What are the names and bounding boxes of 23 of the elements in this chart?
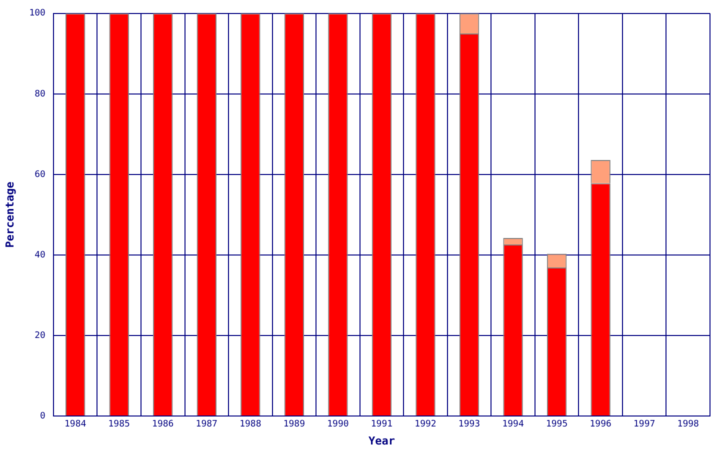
x-tick-label: 1991 xyxy=(370,420,393,430)
x-tick-label: 1990 xyxy=(327,420,349,430)
x-tick-label: 1984 xyxy=(64,420,86,430)
y-tick-label: 80 xyxy=(34,89,46,100)
x-axis-title: Year xyxy=(368,434,396,448)
y-tick-label: 0 xyxy=(40,411,46,422)
x-tick-label: 1996 xyxy=(590,420,612,430)
y-tick-label: 20 xyxy=(34,330,46,341)
x-tick-label: 1992 xyxy=(414,420,436,430)
x-tick-label: 1989 xyxy=(283,420,306,430)
y-axis-title: Percentage xyxy=(3,181,16,248)
x-tick-label: 1995 xyxy=(546,420,568,430)
x-tick-label: 1994 xyxy=(502,420,524,430)
y-tick-label: 100 xyxy=(29,8,46,19)
y-tick-label: 60 xyxy=(34,170,46,180)
x-tick-label: 1987 xyxy=(196,420,218,430)
x-tick-label: 1988 xyxy=(240,420,262,430)
y-tick-label: 40 xyxy=(34,250,46,260)
x-tick-label: 1998 xyxy=(677,420,699,430)
x-tick-label: 1985 xyxy=(108,420,130,430)
x-tick-label: 1986 xyxy=(152,420,174,430)
x-tick-label: 1993 xyxy=(458,420,480,430)
x-tick-label: 1997 xyxy=(634,420,656,430)
